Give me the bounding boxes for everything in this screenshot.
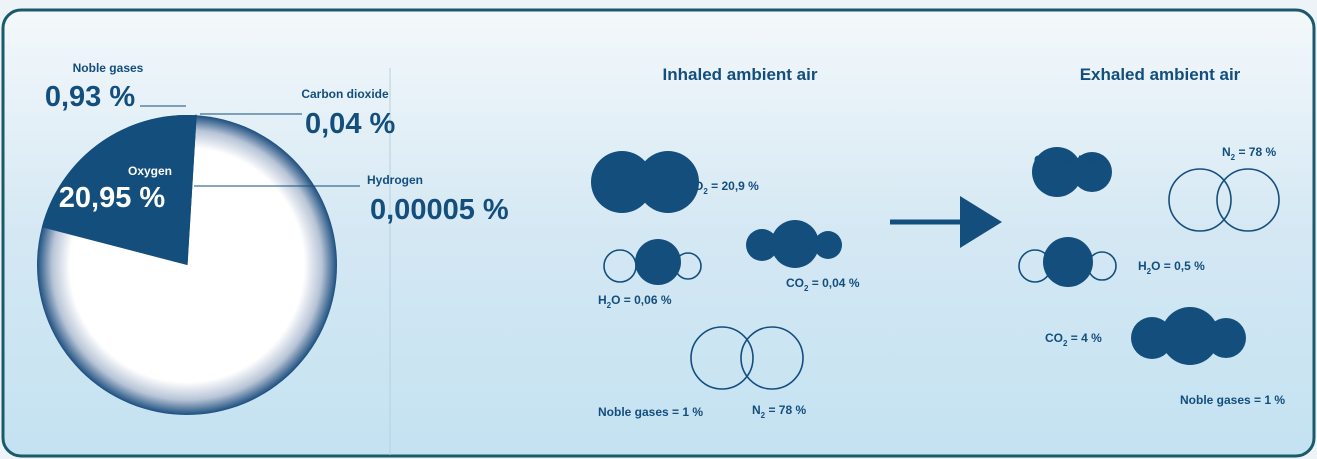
gas-label: H2O = 0,06 % (598, 293, 672, 310)
formula-rest: = 78 % (765, 403, 806, 417)
formula-rest: = 4 % (1067, 331, 1102, 345)
formula: CO (786, 276, 804, 290)
subscript: 2 (1043, 161, 1048, 170)
subscript: 2 (1147, 267, 1152, 276)
subscript: 2 (761, 411, 766, 420)
gas-label: N2 = 78 % (1222, 145, 1276, 162)
arrow (890, 196, 1002, 248)
subscript: 2 (703, 187, 708, 196)
slice-value: 0,04 % (305, 108, 395, 140)
slice-value: 0,00005 % (370, 194, 509, 226)
pie-slice (186, 114, 197, 266)
slice-name: Carbon dioxide (301, 87, 389, 101)
pie (41, 114, 197, 266)
inhaled-title: Inhaled ambient air (663, 65, 818, 84)
molecules (591, 147, 1280, 390)
subscript: 2 (1063, 339, 1068, 348)
formula-rest: = 78 % (1235, 145, 1276, 159)
formula: N (752, 403, 761, 417)
formula: H (598, 293, 607, 307)
formula-rest: O = 0,5 % (1151, 259, 1205, 273)
formula-rest: = 20,9 % (708, 179, 759, 193)
panel (1, 8, 1316, 458)
slice-value: 0,93 % (45, 81, 135, 113)
gas-label: CO2 = 4 % (1045, 331, 1102, 348)
formula-rest: O = 0,06 % (611, 293, 672, 307)
slice-name: Hydrogen (367, 173, 423, 187)
formula: O (694, 179, 703, 193)
slice-value: 20,95 % (59, 182, 166, 214)
formula: N (1222, 145, 1231, 159)
gas-label: CO2 = 0,04 % (786, 276, 860, 293)
gas-label: N2 = 78 % (752, 403, 806, 420)
gas-label: O2 = 16,5 % (1034, 153, 1099, 170)
formula: CO (1045, 331, 1063, 345)
exhaled-title: Exhaled ambient air (1080, 65, 1241, 84)
formula: H (1138, 259, 1147, 273)
gas-label: Noble gases = 1 % (1180, 393, 1285, 407)
slice-name: Noble gases (73, 61, 144, 75)
formula-rest: = 0,04 % (808, 276, 859, 290)
subscript: 2 (804, 284, 809, 293)
gas-label: Noble gases = 1 % (598, 405, 703, 419)
subscript: 2 (607, 301, 612, 310)
slice-name: Oxygen (128, 164, 172, 178)
gas-label: H2O = 0,5 % (1138, 259, 1205, 276)
subscript: 2 (1231, 153, 1236, 162)
formula: O (1034, 153, 1043, 167)
pie-slice (41, 115, 187, 265)
gas-label: O2 = 20,9 % (694, 179, 759, 196)
formula-rest: = 16,5 % (1048, 153, 1099, 167)
